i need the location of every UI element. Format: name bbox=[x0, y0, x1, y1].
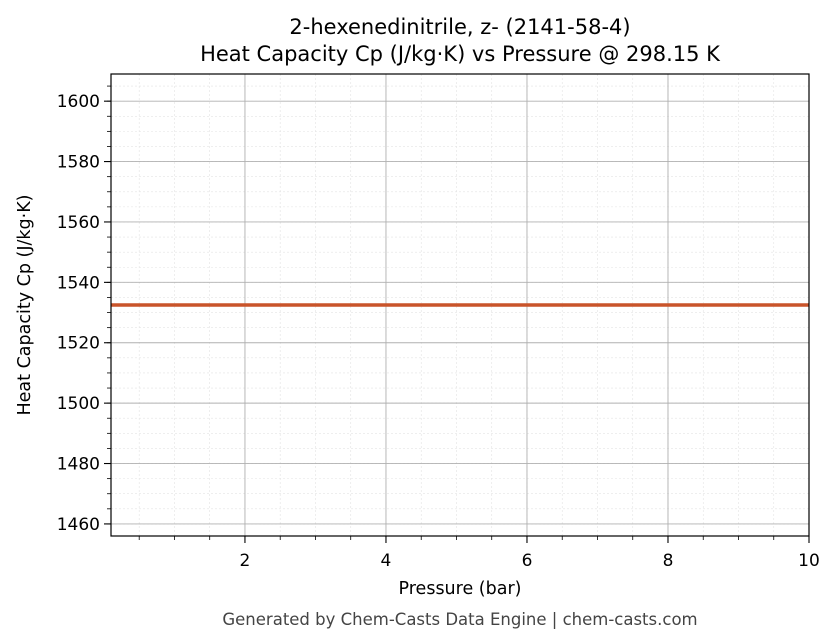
y-tick-label: 1520 bbox=[57, 334, 100, 354]
x-tick-label: 2 bbox=[240, 551, 251, 571]
y-tick-label: 1480 bbox=[57, 455, 100, 475]
x-tick-label: 10 bbox=[798, 551, 820, 571]
major-grid bbox=[111, 74, 809, 536]
y-tick-label: 1500 bbox=[57, 394, 100, 414]
y-tick-label: 1560 bbox=[57, 213, 100, 233]
y-tick-label: 1460 bbox=[57, 515, 100, 535]
x-tick-label: 8 bbox=[663, 551, 674, 571]
footer-credit: Generated by Chem-Casts Data Engine | ch… bbox=[222, 610, 697, 629]
x-axis-label: Pressure (bar) bbox=[399, 579, 522, 599]
x-tick-label: 6 bbox=[522, 551, 533, 571]
plot-frame bbox=[110, 73, 810, 537]
y-tick-label: 1600 bbox=[57, 92, 100, 112]
y-tick-label: 1540 bbox=[57, 273, 100, 293]
chart-subtitle: Heat Capacity Cp (J/kg·K) vs Pressure @ … bbox=[200, 42, 721, 66]
chart-title: 2-hexenedinitrile, z- (2141-58-4) bbox=[289, 15, 630, 39]
y-tick-label: 1580 bbox=[57, 153, 100, 173]
axis-ticks: 2 4 6 8 10 1460 1480 1500 1520 1540 1560 1580 1600 bbox=[57, 85, 820, 571]
y-axis-label: Heat Capacity Cp (J/kg·K) bbox=[15, 195, 35, 416]
x-tick-label: 4 bbox=[381, 551, 392, 571]
